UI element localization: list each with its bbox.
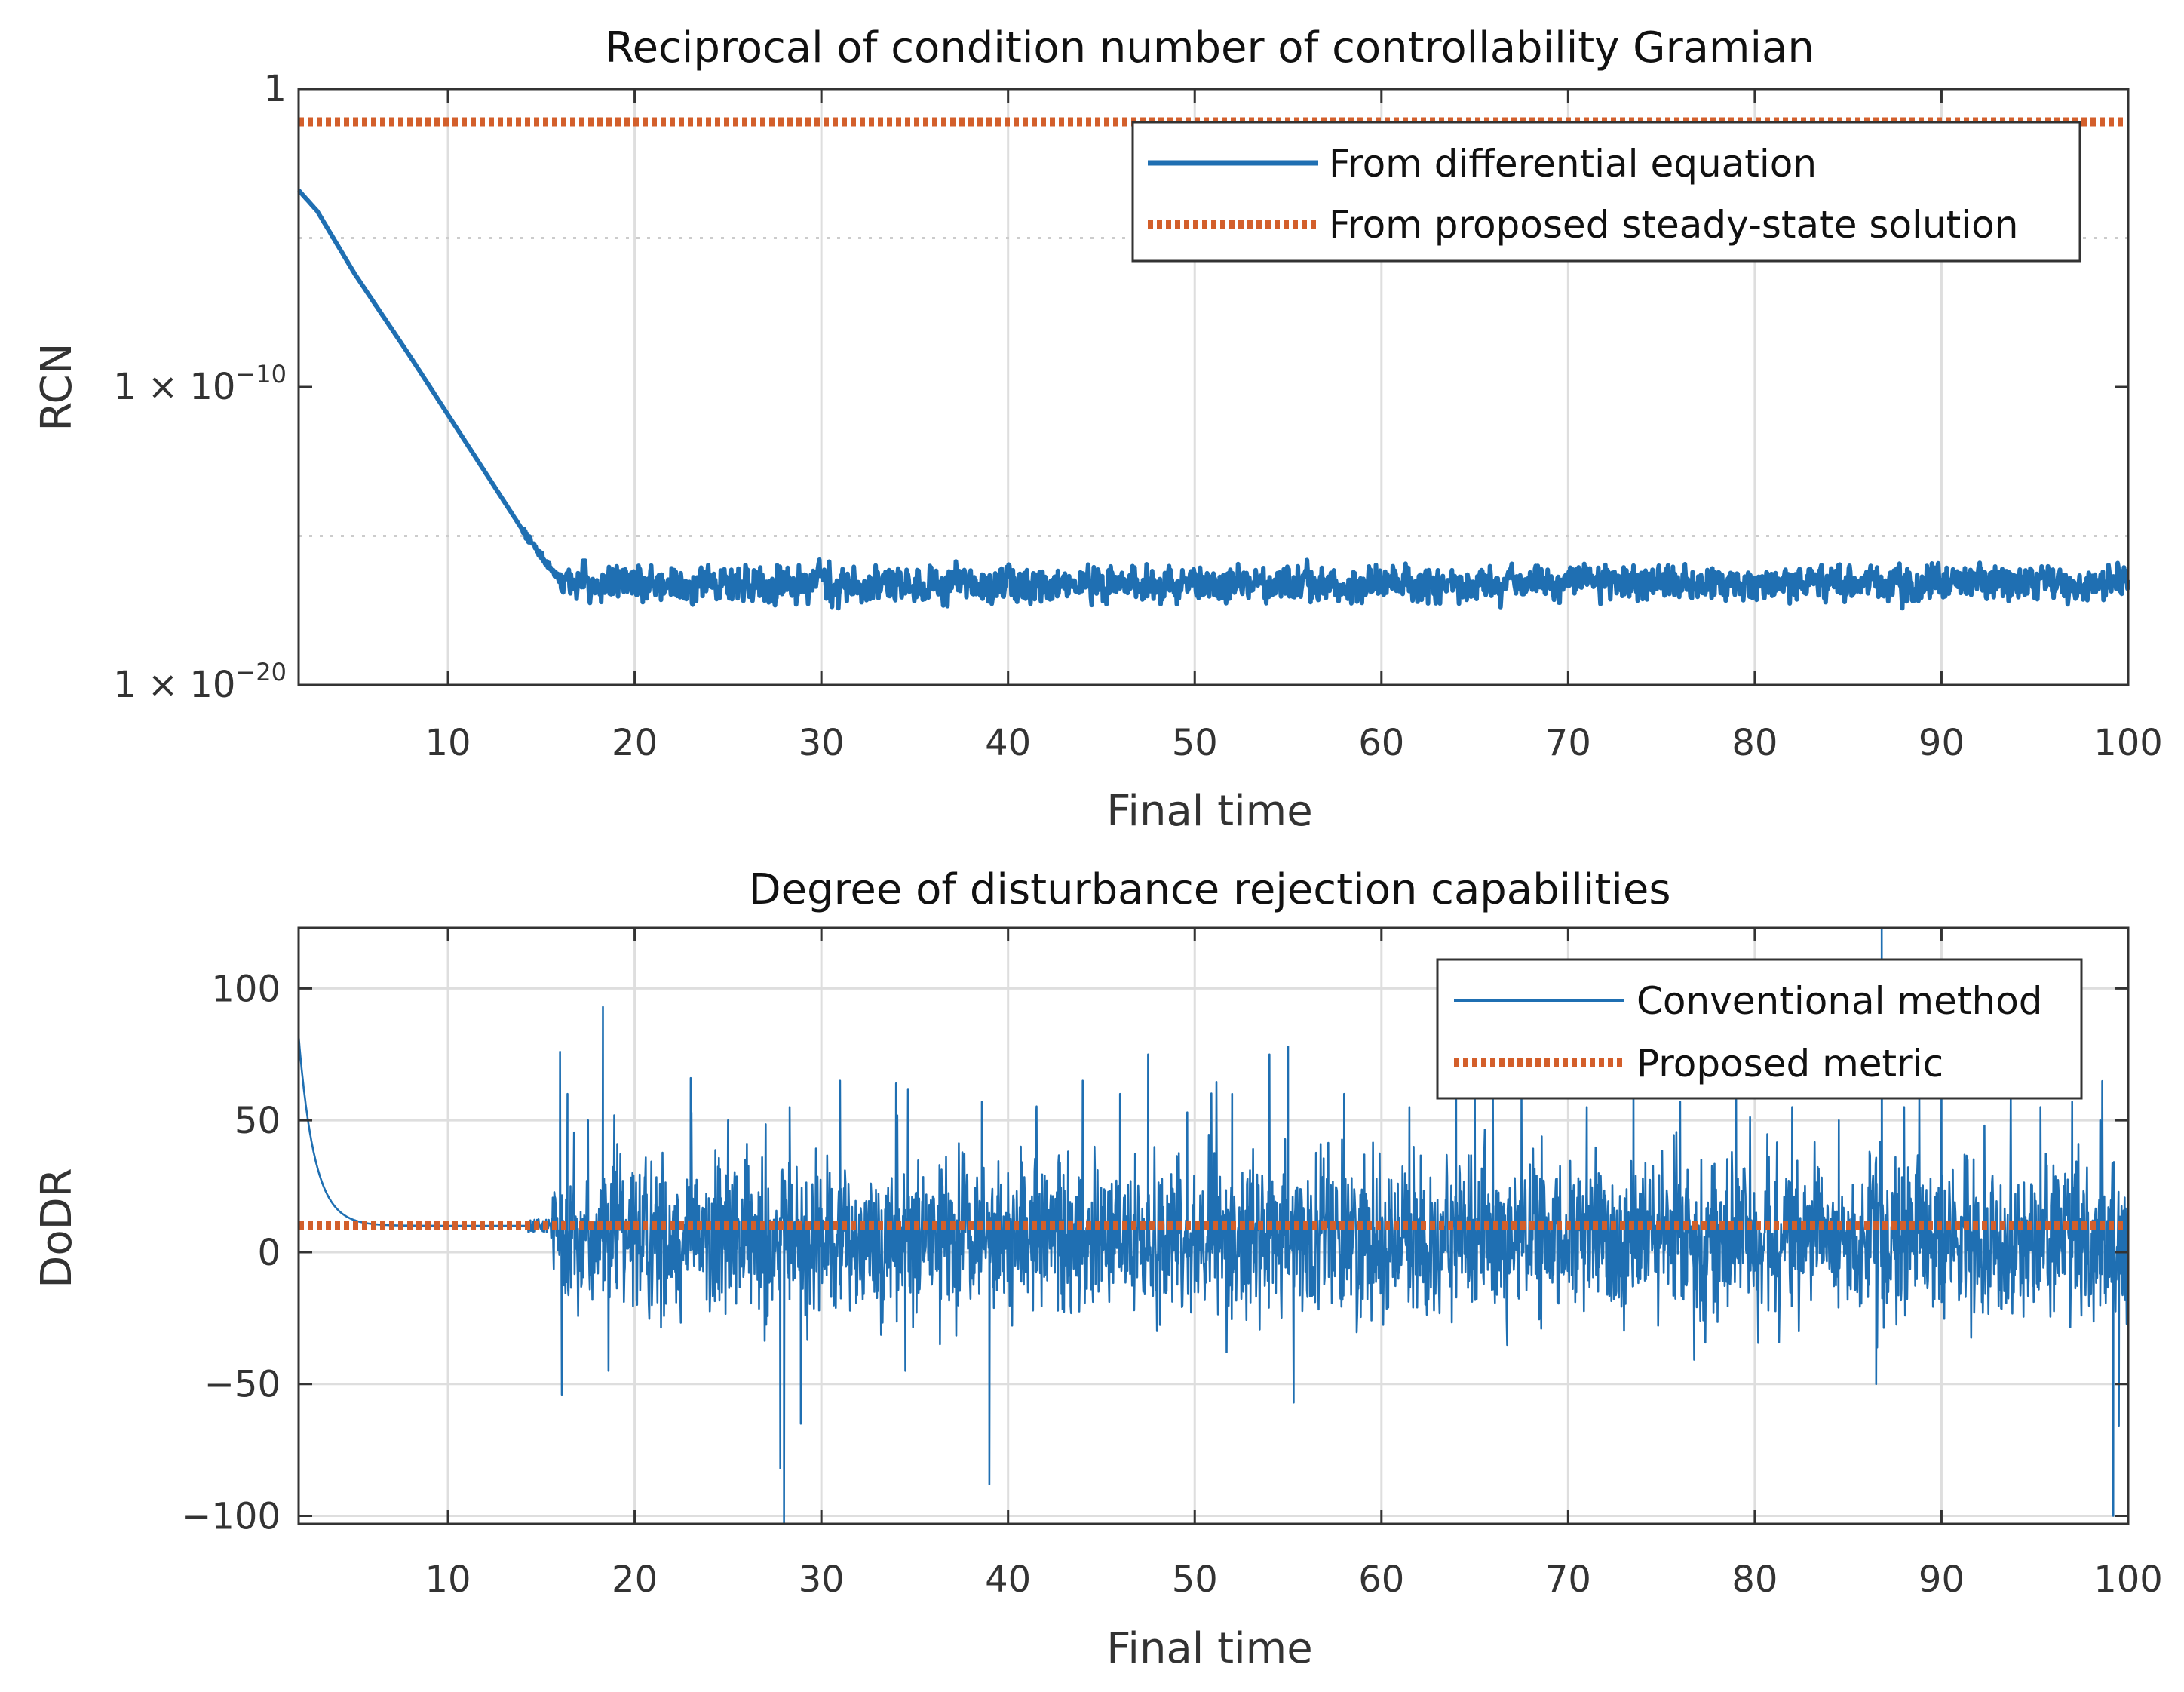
rcn-y-tick-base: 1 × 10 — [113, 664, 235, 706]
dodr-x-tick-label: 40 — [985, 1558, 1031, 1601]
dodr-chart-title: Degree of disturbance rejection capabili… — [748, 865, 1670, 914]
dodr-legend-label-proposed: Proposed metric — [1636, 1042, 1943, 1086]
rcn-y-tick-exponent: −10 — [235, 360, 287, 388]
dodr-x-tick-label: 70 — [1545, 1558, 1591, 1601]
dodr-series-conventional-line — [297, 926, 2130, 1525]
rcn-x-tick-label: 80 — [1732, 722, 1778, 764]
rcn-chart: Reciprocal of condition number of contro… — [32, 23, 2163, 836]
dodr-x-tick-label: 80 — [1732, 1558, 1778, 1601]
rcn-x-tick-label: 100 — [2094, 722, 2163, 764]
rcn-x-tick-label: 50 — [1172, 722, 1218, 764]
dodr-legend: Conventional method Proposed metric — [1436, 958, 2083, 1100]
dodr-x-tick-label: 100 — [2094, 1558, 2163, 1601]
dodr-x-axis-label: Final time — [1106, 1624, 1312, 1673]
dodr-y-tick-label: 0 — [257, 1232, 281, 1274]
rcn-x-axis-label: Final time — [1106, 787, 1312, 836]
dodr-y-axis-label: DoDR — [32, 1168, 81, 1288]
rcn-y-tick-label: 1 × 10−10 — [113, 360, 287, 408]
dodr-y-tick-label: −50 — [204, 1364, 281, 1406]
dodr-series — [297, 926, 2130, 1525]
rcn-y-tick-base: 1 — [263, 68, 287, 110]
rcn-x-tick-label: 20 — [612, 722, 658, 764]
dodr-x-tick-label: 20 — [612, 1558, 658, 1601]
dodr-ticks: 10 20 30 40 50 60 70 80 90 100 100 50 0 −50 −100 — [181, 928, 2163, 1601]
dodr-y-tick-label: 50 — [235, 1100, 281, 1142]
rcn-x-tick-label: 30 — [799, 722, 845, 764]
dodr-y-tick-label: 100 — [211, 968, 281, 1010]
dodr-x-tick-label: 60 — [1358, 1558, 1404, 1601]
dodr-x-tick-label: 30 — [799, 1558, 845, 1601]
dodr-legend-label-conventional: Conventional method — [1636, 979, 2043, 1023]
rcn-x-tick-label: 70 — [1545, 722, 1591, 764]
rcn-series-ode-line — [296, 189, 2130, 611]
rcn-x-tick-label: 40 — [985, 722, 1031, 764]
dodr-legend-box — [1436, 958, 2083, 1100]
rcn-x-tick-label: 10 — [425, 722, 471, 764]
dodr-y-tick-label: −100 — [181, 1496, 281, 1538]
dodr-x-tick-label: 50 — [1172, 1558, 1218, 1601]
rcn-legend-label-steady-state: From proposed steady-state solution — [1329, 203, 2018, 247]
rcn-y-tick-base: 1 × 10 — [113, 366, 235, 408]
rcn-y-tick-label: 1 — [263, 68, 287, 110]
rcn-legend: From differential equation From proposed… — [1131, 121, 2081, 263]
rcn-legend-label-ode: From differential equation — [1329, 142, 1817, 186]
rcn-y-axis-label: RCN — [32, 342, 81, 431]
dodr-x-tick-label: 10 — [425, 1558, 471, 1601]
rcn-chart-title: Reciprocal of condition number of contro… — [605, 23, 1814, 72]
dodr-chart: Degree of disturbance rejection capabili… — [32, 865, 2163, 1673]
rcn-legend-box — [1131, 121, 2081, 263]
rcn-y-tick-label: 1 × 10−20 — [113, 658, 287, 706]
dodr-axes-box — [297, 926, 2130, 1525]
rcn-x-tick-label: 90 — [1919, 722, 1965, 764]
rcn-y-tick-exponent: −20 — [235, 658, 287, 686]
rcn-x-tick-label: 60 — [1358, 722, 1404, 764]
dodr-x-tick-label: 90 — [1919, 1558, 1965, 1601]
